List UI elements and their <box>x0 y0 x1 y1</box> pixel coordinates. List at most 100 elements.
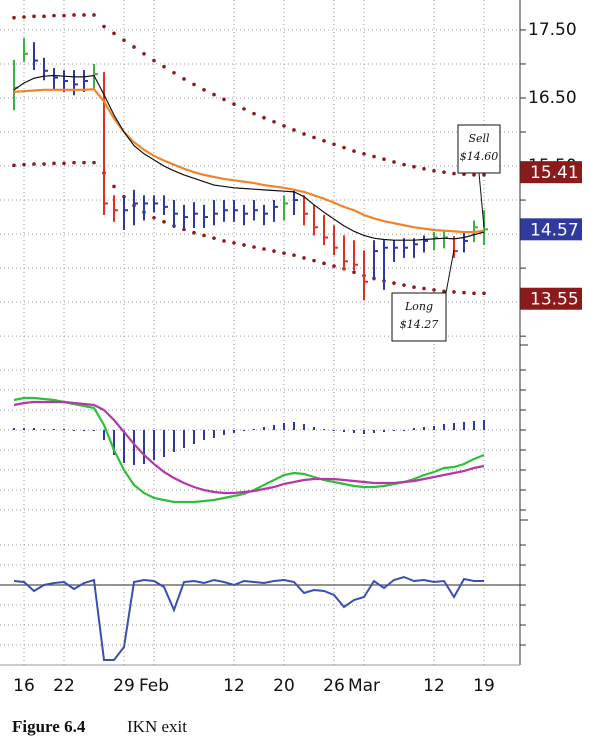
envelope-dot <box>432 168 436 173</box>
envelope-dot <box>282 251 286 255</box>
histogram-bar <box>273 425 275 430</box>
price-label: 15.41 <box>530 163 579 183</box>
envelope-dot <box>342 145 346 150</box>
histogram-bar <box>443 424 445 430</box>
envelope-dot <box>62 13 66 18</box>
envelope-dot <box>212 236 216 240</box>
envelope-dot <box>142 51 146 56</box>
envelope-dot <box>32 162 36 166</box>
histogram-bar <box>143 430 145 464</box>
envelope-dot <box>392 281 396 285</box>
envelope-dot <box>302 256 306 260</box>
envelope-dot <box>282 124 286 128</box>
envelope-dot <box>452 290 456 294</box>
x-tick-label: Mar <box>348 676 380 696</box>
histogram-bar <box>53 429 55 430</box>
histogram-bar <box>193 430 195 444</box>
histogram-bar <box>103 430 105 440</box>
envelope-dot <box>452 171 456 176</box>
histogram-bar <box>363 430 365 434</box>
envelope-dot <box>332 142 336 147</box>
envelope-dot <box>182 77 186 81</box>
envelope-dot <box>112 31 116 36</box>
histogram-bar <box>113 430 115 455</box>
histogram-bar <box>213 430 215 438</box>
caption-text: IKN exit <box>127 717 187 736</box>
x-tick-label: Feb <box>139 676 169 696</box>
envelope-dot <box>462 290 466 295</box>
histogram-bar <box>383 430 385 432</box>
envelope-dot <box>42 162 46 166</box>
x-tick-label: 29 <box>113 676 135 696</box>
envelope-dot <box>432 288 436 292</box>
price-label: 14.57 <box>530 220 579 240</box>
histogram-bar <box>73 430 75 431</box>
envelope-dot <box>472 173 476 177</box>
envelope-dot <box>262 115 266 120</box>
annotation-pointer <box>478 172 485 228</box>
envelope-dot <box>82 13 86 17</box>
histogram-bar <box>233 430 235 433</box>
envelope-dot <box>272 249 276 253</box>
envelope-dot <box>42 14 46 19</box>
histogram-bar <box>463 422 465 430</box>
histogram-bar <box>203 430 205 440</box>
envelope-dot <box>382 157 386 162</box>
envelope-dot <box>242 107 246 111</box>
envelope-dot <box>222 97 226 102</box>
envelope-dot <box>262 247 266 251</box>
histogram-bar <box>83 430 85 431</box>
histogram-bar <box>343 430 345 432</box>
envelope-dot <box>122 38 126 42</box>
x-tick-label: 12 <box>423 676 445 696</box>
histogram-bar <box>293 422 295 430</box>
envelope-dot <box>62 161 66 166</box>
envelope-dot <box>12 15 16 20</box>
annotation-title: Sell <box>468 132 490 145</box>
envelope-dot <box>312 135 316 140</box>
envelope-dot <box>92 160 96 165</box>
macd-line <box>13 400 485 495</box>
envelope-dot <box>52 13 56 18</box>
envelope-dot <box>222 239 226 243</box>
histogram-bar <box>263 427 265 430</box>
histogram-bar <box>153 430 155 460</box>
histogram-bar <box>13 428 15 430</box>
annotation-price: $14.60 <box>460 150 499 163</box>
envelope-dot <box>152 215 156 220</box>
histogram-bar <box>23 428 25 430</box>
envelope-dot <box>232 241 236 245</box>
histogram-bar <box>253 429 255 430</box>
histogram-bar <box>133 430 135 465</box>
histogram-bar <box>223 430 225 435</box>
histogram-bar <box>63 429 65 430</box>
caption-label: Figure 6.4 <box>12 717 86 736</box>
envelope-dot <box>22 15 26 19</box>
price-label-box <box>520 287 582 310</box>
envelope-dot <box>412 164 416 169</box>
moving-average <box>13 74 485 241</box>
envelope-dot <box>202 233 206 238</box>
histogram-bar <box>173 430 175 452</box>
annotation-pointer <box>445 249 455 294</box>
x-tick-label: 22 <box>53 676 75 696</box>
envelope-dot <box>22 162 26 167</box>
envelope-dot <box>422 286 426 291</box>
envelope-dot <box>412 285 416 289</box>
x-tick-label: 19 <box>473 676 495 696</box>
envelope-dot <box>162 64 166 69</box>
envelope-dot <box>112 184 116 189</box>
envelope-dot <box>52 161 56 166</box>
histogram-bar <box>453 423 455 430</box>
annotation-box <box>391 292 447 342</box>
x-tick-label: 12 <box>223 676 245 696</box>
envelope-dot <box>232 102 236 106</box>
envelope-dot <box>442 289 446 294</box>
envelope-dot <box>442 170 446 174</box>
histogram-bar <box>313 427 315 430</box>
envelope-dot <box>292 253 296 257</box>
histogram-bar <box>413 428 415 430</box>
y-tick-label: 17.50 <box>528 20 577 40</box>
